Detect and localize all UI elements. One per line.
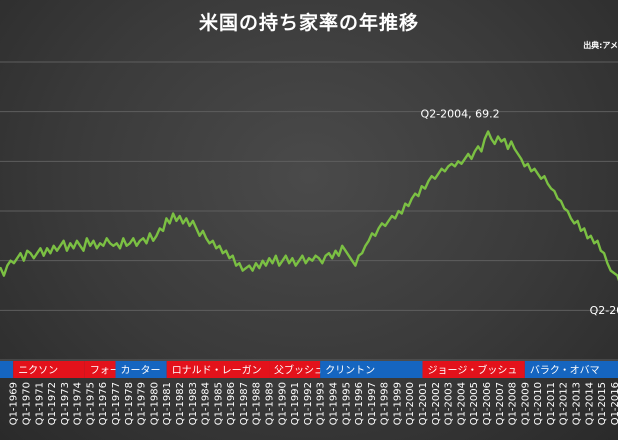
x-tick-label: Q1-1995 bbox=[341, 382, 352, 425]
annotation-layer: Q2-2004, 69.2 Q2-201 bbox=[421, 108, 618, 317]
x-tick-label: Q1-1973 bbox=[60, 382, 71, 425]
x-tick-label: Q1-1983 bbox=[188, 382, 199, 425]
x-tick-label: Q1-2006 bbox=[482, 382, 493, 425]
x-tick-label: Q1-2009 bbox=[520, 382, 531, 425]
president-segment bbox=[84, 361, 116, 378]
x-tick-label: Q1-2016 bbox=[610, 382, 618, 425]
x-tick-label: Q1-2012 bbox=[559, 382, 570, 425]
x-tick-label: Q1-1972 bbox=[47, 382, 58, 425]
president-label: 父ブッシュ bbox=[274, 364, 324, 377]
x-tick-label: Q1-1982 bbox=[175, 382, 186, 425]
x-tick-label: Q1-1977 bbox=[111, 382, 122, 425]
x-tick-label: Q1-2002 bbox=[431, 382, 442, 425]
x-tick-label: Q1-1980 bbox=[149, 382, 160, 425]
x-tick-label: Q1-2011 bbox=[546, 382, 557, 425]
president-segment bbox=[115, 361, 167, 378]
x-tick-label: Q1-1990 bbox=[277, 382, 288, 425]
x-tick-label: Q1-2008 bbox=[508, 382, 519, 425]
president-segment bbox=[320, 361, 423, 378]
x-tick-label: Q1-1989 bbox=[265, 382, 276, 425]
president-segment bbox=[0, 361, 14, 378]
x-tick-label: Q1-1991 bbox=[290, 382, 301, 425]
x-tick-label: Q1-1969 bbox=[9, 382, 20, 425]
x-tick-label: Q1-1997 bbox=[367, 382, 378, 425]
president-label: フォード bbox=[90, 366, 130, 377]
x-tick-label: Q1-2001 bbox=[418, 382, 429, 425]
x-tick-label: Q1-1970 bbox=[22, 382, 33, 425]
x-tick-label: Q1-1981 bbox=[162, 382, 173, 425]
x-tick-label: Q1-1974 bbox=[73, 382, 84, 425]
x-tick-label: Q1-1985 bbox=[213, 382, 224, 425]
x-tick-label: Q1-1988 bbox=[252, 382, 263, 425]
x-tick-label: Q1-2013 bbox=[572, 382, 583, 425]
president-segment bbox=[166, 361, 270, 378]
x-tick-label: Q1-1986 bbox=[226, 382, 237, 425]
president-label: ロナルド・レーガン bbox=[172, 365, 262, 377]
x-tick-label: Q1-2010 bbox=[533, 382, 544, 425]
x-tick-label: Q1-1975 bbox=[85, 382, 96, 425]
x-tick-label: Q1-2004 bbox=[456, 382, 467, 425]
president-segment bbox=[13, 361, 85, 378]
president-label: クリントン bbox=[325, 365, 375, 377]
x-tick-label: Q1-1971 bbox=[34, 382, 45, 425]
president-label: バラク・オバマ bbox=[530, 365, 600, 377]
x-tick-label: Q1-1993 bbox=[316, 382, 327, 425]
president-segment bbox=[269, 361, 321, 378]
line-layer bbox=[0, 130, 618, 282]
x-tick-label: Q1-2007 bbox=[495, 382, 506, 425]
x-tick-label: Q1-1976 bbox=[98, 382, 109, 425]
x-tick-label: Q1-2003 bbox=[444, 382, 455, 425]
series-line bbox=[0, 130, 618, 282]
source-label: 出典:アメ bbox=[583, 41, 618, 50]
x-tick-label: Q1-1979 bbox=[137, 382, 148, 425]
data-label: Q2-201 bbox=[590, 304, 618, 317]
president-label: カーター bbox=[121, 365, 161, 377]
chart-title: 米国の持ち家率の年推移 bbox=[198, 12, 419, 34]
x-tick-label: Q1-2014 bbox=[584, 382, 595, 425]
x-tick-label: Q1-1999 bbox=[392, 382, 403, 425]
x-tick-label: Q1-1994 bbox=[329, 382, 340, 425]
x-tick-label: Q1-1984 bbox=[201, 382, 212, 425]
x-axis-ticks: Q1-1969 Q1-1970 Q1-1971 Q1-1972 Q1-1973 Q1-19… bbox=[9, 382, 618, 425]
president-label: ジョージ・ブッシュ bbox=[428, 364, 518, 377]
president-segment bbox=[524, 361, 618, 378]
x-tick-label: Q1-1998 bbox=[380, 382, 391, 425]
grid-layer bbox=[0, 61, 618, 361]
data-label: Q2-2004, 69.2 bbox=[421, 108, 500, 121]
president-label: ニクソン bbox=[18, 365, 58, 377]
x-tick-label: Q1-1992 bbox=[303, 382, 314, 425]
x-tick-label: Q1-2000 bbox=[405, 382, 416, 425]
x-tick-label: Q1-2005 bbox=[469, 382, 480, 425]
x-tick-label: Q1-1978 bbox=[124, 382, 135, 425]
x-tick-label: Q1-2015 bbox=[597, 382, 608, 425]
x-tick-label: Q1-1996 bbox=[354, 382, 365, 425]
president-segment bbox=[422, 361, 525, 378]
x-tick-label: Q1-1987 bbox=[239, 382, 250, 425]
